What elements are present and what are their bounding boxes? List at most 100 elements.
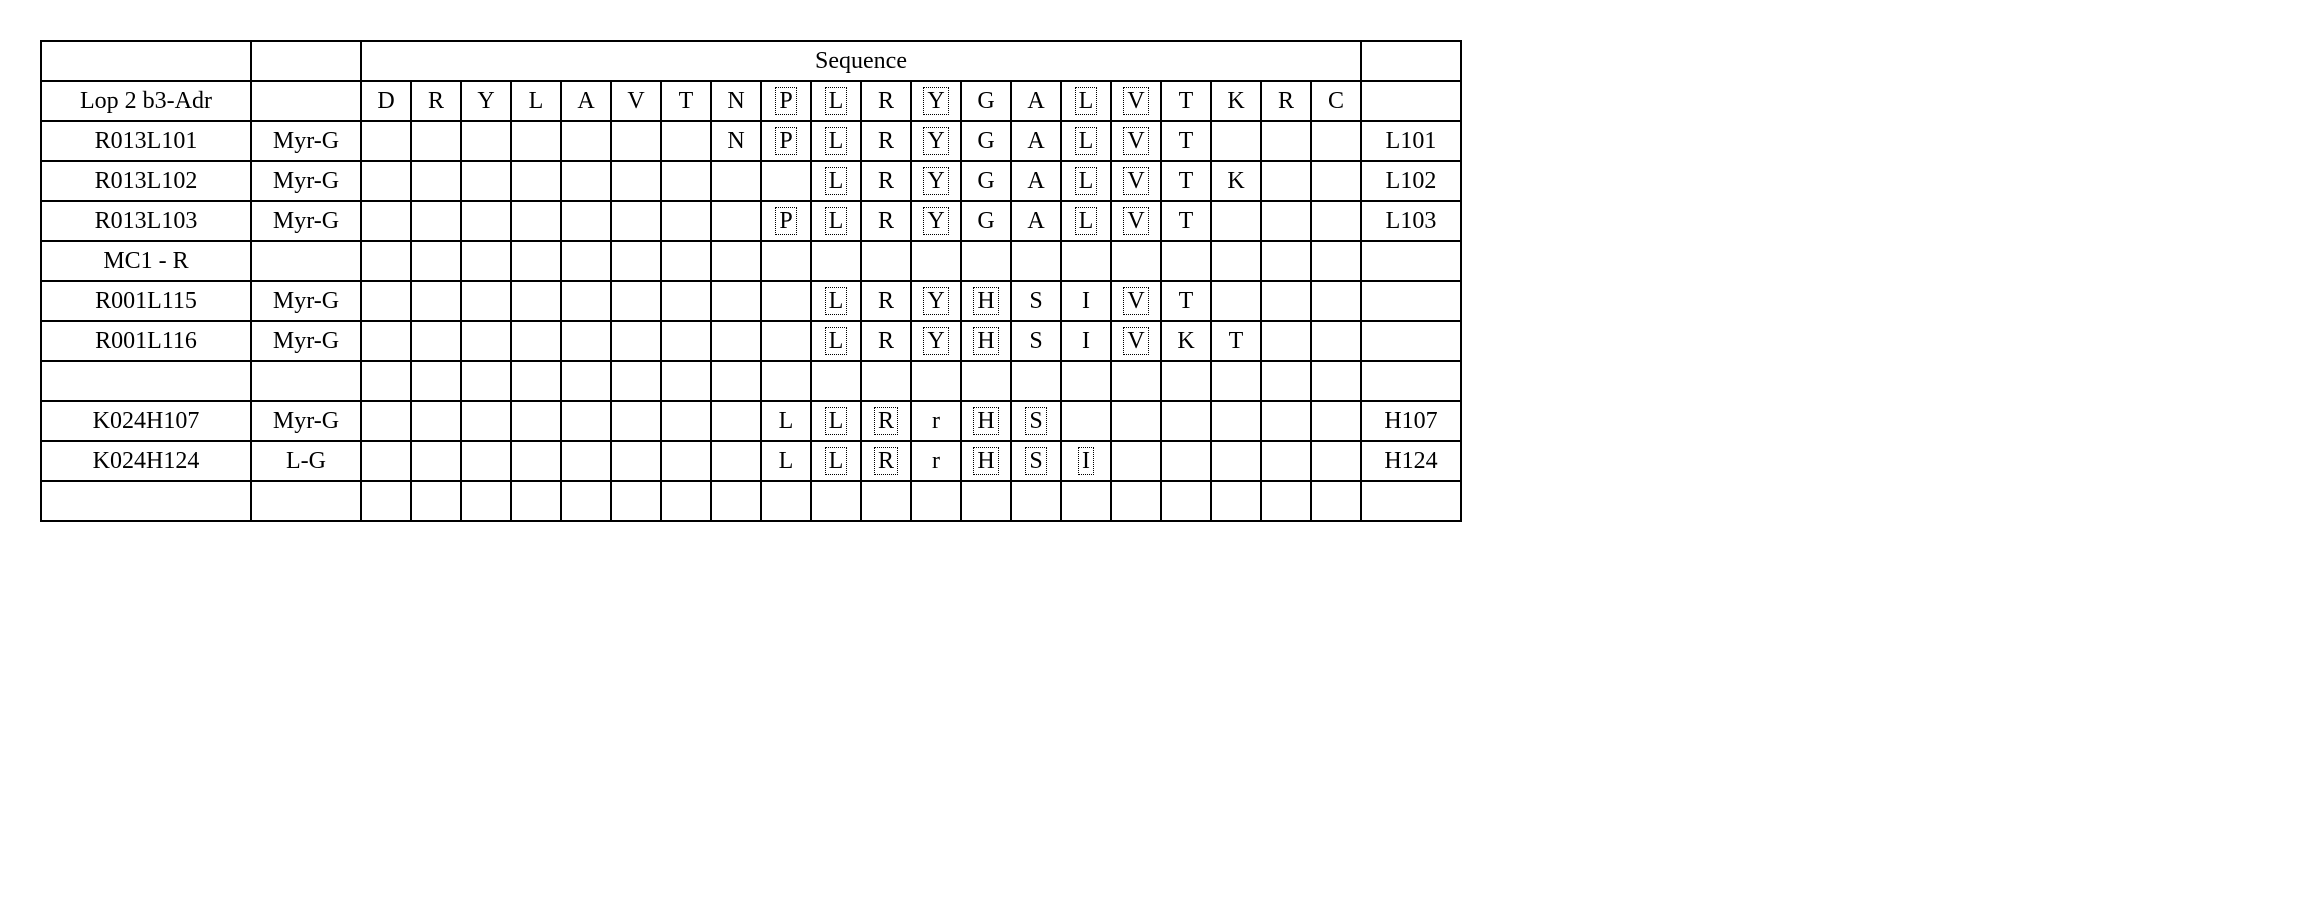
row-suffix: H124 (1361, 441, 1461, 481)
table-row: Lop 2 b3-AdrDRYLAVTNPLRYGALVTKRC (41, 81, 1461, 121)
seq-cell (361, 441, 411, 481)
seq-cell: V (1111, 81, 1161, 121)
table-row: R013L102Myr-GLRYGALVTKL102 (41, 161, 1461, 201)
row-label: K024H107 (41, 401, 251, 441)
dashed-letter: L (1075, 87, 1098, 115)
seq-cell (361, 201, 411, 241)
seq-cell (911, 481, 961, 521)
seq-cell: V (1111, 121, 1161, 161)
seq-cell (811, 241, 861, 281)
seq-cell (411, 401, 461, 441)
dashed-letter: S (1025, 447, 1046, 475)
dashed-letter: Y (923, 207, 948, 235)
seq-cell (1311, 441, 1361, 481)
seq-cell (411, 161, 461, 201)
seq-cell: R (1261, 81, 1311, 121)
seq-cell (1261, 401, 1311, 441)
dashed-letter: Y (923, 287, 948, 315)
seq-cell (361, 401, 411, 441)
seq-cell: L (811, 201, 861, 241)
seq-cell (661, 161, 711, 201)
row-modifier: L-G (251, 441, 361, 481)
seq-cell: I (1061, 441, 1111, 481)
seq-cell (1211, 121, 1261, 161)
dashed-letter: I (1078, 447, 1094, 475)
dashed-letter: V (1123, 167, 1148, 195)
seq-cell (1061, 401, 1111, 441)
dashed-letter: L (825, 207, 848, 235)
row-suffix (1361, 481, 1461, 521)
row-label: Lop 2 b3-Adr (41, 81, 251, 121)
seq-cell: I (1061, 281, 1111, 321)
seq-cell (1211, 401, 1261, 441)
row-suffix: L103 (1361, 201, 1461, 241)
seq-cell (811, 481, 861, 521)
seq-cell (711, 281, 761, 321)
table-row: K024H124L-GLLRrHSIH124 (41, 441, 1461, 481)
seq-cell: A (1011, 81, 1061, 121)
seq-cell (411, 441, 461, 481)
seq-cell (1011, 361, 1061, 401)
dashed-letter: L (825, 167, 848, 195)
seq-cell: T (1161, 201, 1211, 241)
row-suffix: L102 (1361, 161, 1461, 201)
seq-cell: T (1161, 121, 1211, 161)
seq-cell: L (811, 121, 861, 161)
seq-cell (361, 481, 411, 521)
dashed-letter: L (1075, 127, 1098, 155)
table-row: R001L116Myr-GLRYHSIVKT (41, 321, 1461, 361)
seq-cell: L (1061, 201, 1111, 241)
dashed-letter: Y (923, 167, 948, 195)
seq-cell (961, 241, 1011, 281)
seq-cell (511, 161, 561, 201)
seq-cell: P (761, 81, 811, 121)
row-suffix (1361, 321, 1461, 361)
seq-cell (861, 241, 911, 281)
seq-cell: T (1161, 161, 1211, 201)
seq-cell: T (1161, 81, 1211, 121)
seq-cell (1111, 241, 1161, 281)
seq-cell (1261, 481, 1311, 521)
dashed-letter: H (973, 287, 998, 315)
dashed-letter: V (1123, 207, 1148, 235)
seq-cell (361, 361, 411, 401)
seq-cell (561, 201, 611, 241)
seq-cell (361, 321, 411, 361)
seq-cell (811, 361, 861, 401)
seq-cell (461, 161, 511, 201)
table-row: R001L115Myr-GLRYHSIVT (41, 281, 1461, 321)
seq-cell (711, 481, 761, 521)
row-modifier: Myr-G (251, 321, 361, 361)
seq-cell: S (1011, 321, 1061, 361)
seq-cell: L (1061, 121, 1111, 161)
seq-cell (1311, 361, 1361, 401)
seq-cell (611, 441, 661, 481)
seq-cell (761, 361, 811, 401)
seq-cell: A (1011, 161, 1061, 201)
seq-cell (1161, 361, 1211, 401)
seq-cell (511, 441, 561, 481)
seq-cell: I (1061, 321, 1111, 361)
dashed-letter: H (973, 407, 998, 435)
row-label: K024H124 (41, 441, 251, 481)
seq-cell: G (961, 161, 1011, 201)
dashed-letter: P (775, 127, 796, 155)
seq-cell (611, 161, 661, 201)
seq-cell (711, 441, 761, 481)
seq-cell (1011, 241, 1061, 281)
seq-cell: L (1061, 81, 1111, 121)
seq-cell: L (811, 281, 861, 321)
seq-cell (411, 481, 461, 521)
seq-cell (361, 281, 411, 321)
seq-cell: N (711, 121, 761, 161)
seq-cell: H (961, 441, 1011, 481)
seq-cell (1261, 161, 1311, 201)
row-suffix (1361, 361, 1461, 401)
seq-cell (761, 321, 811, 361)
seq-cell (611, 201, 661, 241)
seq-cell: S (1011, 281, 1061, 321)
seq-cell (761, 281, 811, 321)
seq-cell (861, 361, 911, 401)
row-suffix: H107 (1361, 401, 1461, 441)
seq-cell (611, 361, 661, 401)
